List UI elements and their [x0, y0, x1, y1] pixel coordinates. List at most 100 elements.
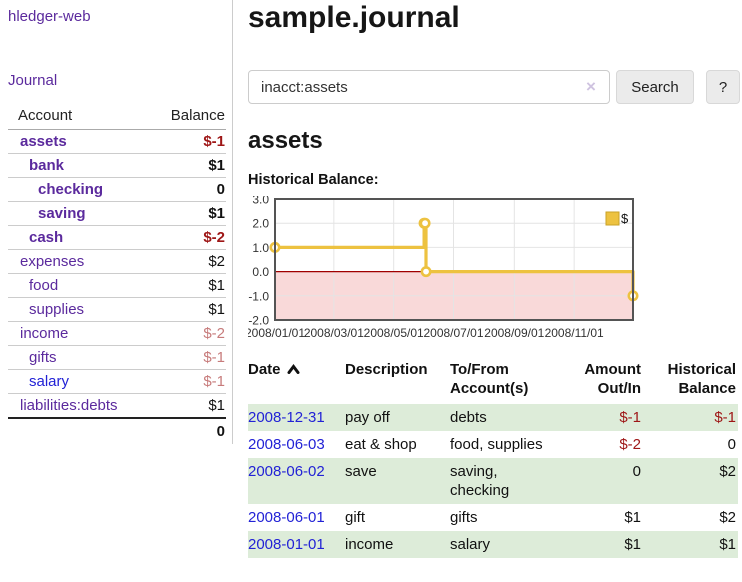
account-balance-value: $-1	[144, 369, 226, 394]
register-rows: 2008-12-31 pay off debts $-1 $-1 2008-06-03 ea…	[248, 404, 738, 558]
account-table-header: Account Balance	[8, 104, 226, 130]
x-tick-label: 2008/01/01	[248, 326, 305, 340]
account-balance-value: $-2	[144, 225, 226, 250]
account-row: income $-2	[8, 321, 226, 346]
account-row: liabilities:debts $1	[8, 393, 226, 419]
account-row: gifts $-1	[8, 345, 226, 370]
transaction-row: 2008-06-01 gift gifts $1 $2	[248, 504, 738, 531]
transaction-amount: $-2	[619, 436, 641, 453]
sidebar-account-link[interactable]: gifts	[29, 349, 57, 366]
accounts-column-header: To/From Account(s)	[450, 361, 529, 397]
sidebar-account-rows: assets $-1 bank $1 checking 0 saving $1 cash $-2 e…	[8, 129, 226, 443]
account-balance-value: $-1	[144, 345, 226, 370]
transaction-description: save	[345, 458, 450, 504]
account-row: saving $1	[8, 201, 226, 226]
clear-search-icon[interactable]: ×	[586, 77, 596, 96]
account-balance-value: $1	[144, 297, 226, 322]
transaction-accounts: food, supplies	[450, 436, 543, 453]
chart-title: Historical Balance:	[248, 172, 379, 188]
sort-up-icon	[287, 364, 300, 374]
historical-balance-chart: 3.0 2.0 1.0 0.0 -1.0 -2.0 2008/01/01 2008/03/01…	[245, 193, 742, 346]
transaction-accounts: saving, checking	[450, 458, 562, 504]
transaction-row: 2008-06-03 eat & shop food, supplies $-2 0	[248, 431, 738, 458]
transaction-balance: 0	[727, 436, 736, 453]
sidebar-account-link[interactable]: expenses	[20, 253, 85, 270]
account-balance-value: $-1	[144, 129, 226, 154]
account-row: bank $1	[8, 153, 226, 178]
sidebar-account-link[interactable]: bank	[29, 157, 65, 174]
transaction-amount: $-1	[562, 404, 643, 431]
account-heading: assets	[248, 127, 323, 154]
sidebar-account-link[interactable]: food	[29, 277, 59, 294]
transaction-date-link[interactable]: 2008-06-02	[248, 463, 325, 480]
transaction-date-link[interactable]: 2008-01-01	[248, 536, 325, 553]
y-tick-label: 0.0	[252, 265, 269, 279]
search-input[interactable]	[248, 70, 610, 104]
sidebar-account-link[interactable]: assets	[20, 133, 67, 150]
x-tick-label: 2008/07/01	[423, 326, 483, 340]
register-header-row: Date Description To/From Account(s) Amou…	[248, 356, 738, 404]
y-tick-label: 2.0	[252, 217, 269, 231]
transaction-date-link[interactable]: 2008-12-31	[248, 409, 325, 426]
account-balance-value: $1	[144, 393, 226, 419]
y-tick-label: -2.0	[248, 314, 269, 328]
y-tick-label: -1.0	[248, 289, 269, 303]
sidebar-account-link[interactable]: checking	[38, 181, 104, 198]
transaction-date-link[interactable]: 2008-06-03	[248, 436, 325, 453]
x-tick-label: 2008/11/01	[545, 326, 604, 340]
transaction-date-link[interactable]: 2008-06-01	[248, 509, 325, 526]
plot-border	[274, 198, 634, 321]
sidebar-account-link[interactable]: supplies	[29, 301, 85, 318]
sidebar-item-journal[interactable]: Journal	[8, 72, 58, 89]
x-tick-label: 2008/05/01	[364, 326, 424, 340]
sidebar-account-link[interactable]: liabilities:debts	[20, 397, 118, 414]
account-balance-value: 0	[144, 177, 226, 202]
transaction-accounts: salary	[450, 531, 562, 558]
transaction-amount: 0	[562, 458, 643, 504]
account-row: food $1	[8, 273, 226, 298]
transaction-description: eat & shop	[345, 436, 417, 453]
x-tick-label: 2008/09/01	[484, 326, 544, 340]
account-column-header: Account	[8, 104, 145, 130]
transaction-row: 2008-06-02 save saving, checking 0 $2	[248, 458, 738, 504]
sidebar: hledger-web Journal Account Balance asse…	[0, 0, 233, 444]
amount-column-header: Amount Out/In	[584, 361, 641, 397]
y-tick-label: 1.0	[252, 241, 269, 255]
balance-column-header: Historical Balance	[667, 361, 736, 397]
transaction-description: gift	[345, 509, 366, 526]
sidebar-account-link[interactable]: saving	[38, 205, 86, 222]
account-row: assets $-1	[8, 129, 226, 154]
date-column-header[interactable]: Date	[248, 356, 345, 404]
account-balance-table: Account Balance assets $-1 bank $1 checking 0…	[8, 104, 226, 443]
data-point-marker	[420, 266, 432, 278]
balance-chart-svg: 3.0 2.0 1.0 0.0 -1.0 -2.02008/01/012008/03/01…	[245, 193, 639, 340]
transaction-description: income	[345, 531, 450, 558]
transaction-balance: $2	[719, 509, 736, 526]
account-row: expenses $2	[8, 249, 226, 274]
account-balance-value: $-2	[144, 321, 226, 346]
account-row: salary $-1	[8, 369, 226, 394]
sidebar-account-link[interactable]: cash	[29, 229, 64, 246]
transaction-balance: $1	[643, 531, 738, 558]
help-button[interactable]: ?	[706, 70, 740, 104]
account-row: checking 0	[8, 177, 226, 202]
legend-swatch	[605, 211, 620, 226]
account-balance-value: $1	[144, 273, 226, 298]
brand-link[interactable]: hledger-web	[8, 8, 91, 25]
transaction-amount: $1	[562, 531, 643, 558]
account-balance-value: $1	[144, 201, 226, 226]
page-title: sample.journal	[248, 1, 460, 34]
transaction-description: pay off	[345, 404, 450, 431]
legend-label: $	[621, 211, 629, 226]
account-balance-value: $1	[144, 153, 226, 178]
transaction-accounts: debts	[450, 404, 562, 431]
transaction-balance: $2	[643, 458, 738, 504]
transaction-register-table: Date Description To/From Account(s) Amou…	[248, 356, 738, 558]
account-row: supplies $1	[8, 297, 226, 322]
sidebar-account-link[interactable]: income	[20, 325, 69, 342]
transaction-amount: $1	[624, 509, 641, 526]
account-row: cash $-2	[8, 225, 226, 250]
search-button[interactable]: Search	[616, 70, 694, 104]
sidebar-account-link[interactable]: salary	[29, 373, 70, 390]
balance-column-header: Balance	[144, 104, 226, 130]
